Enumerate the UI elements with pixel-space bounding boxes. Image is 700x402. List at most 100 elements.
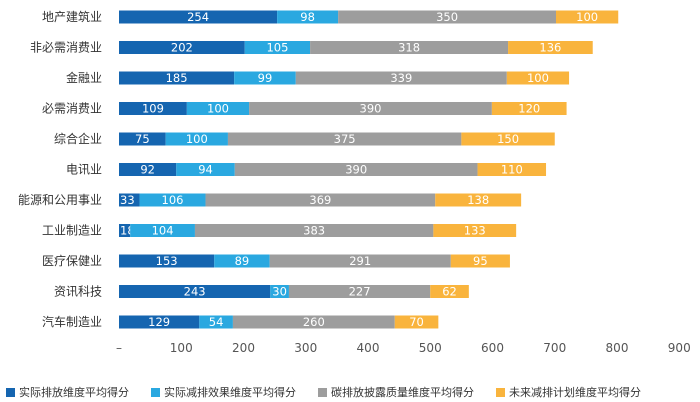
legend-swatch xyxy=(151,387,160,397)
bar-segment xyxy=(249,102,492,115)
x-tick-label: 500 xyxy=(419,341,442,355)
bar-segment xyxy=(234,71,296,85)
category-label: 汽车制造业 xyxy=(42,314,102,329)
bar-segment xyxy=(433,224,517,237)
data-label: 260 xyxy=(303,315,325,329)
category-label: 金融业 xyxy=(66,70,102,85)
bar-segment xyxy=(288,285,431,298)
data-label: 350 xyxy=(436,10,458,24)
data-label: 185 xyxy=(166,71,188,85)
data-label: 243 xyxy=(184,285,206,299)
data-label: 104 xyxy=(152,224,174,238)
x-tick-label: – xyxy=(116,341,122,355)
data-label: 100 xyxy=(527,71,549,85)
category-label: 能源和公用事业 xyxy=(18,193,102,207)
data-label: 95 xyxy=(473,254,488,268)
category-label: 地产建筑业 xyxy=(42,9,102,24)
data-label: 291 xyxy=(349,254,371,268)
category-label: 非必需消费业 xyxy=(30,41,102,55)
data-label: 138 xyxy=(467,193,489,207)
data-label: 75 xyxy=(135,132,150,146)
bar-segment xyxy=(491,102,567,115)
data-label: 254 xyxy=(187,10,209,24)
bar-segment xyxy=(508,41,593,54)
data-label: 390 xyxy=(360,102,382,116)
bar-segment xyxy=(186,102,250,115)
legend-label: 未来减排计划维度平均得分 xyxy=(509,386,641,399)
data-label: 133 xyxy=(464,224,486,238)
legend-item-actual-emission: 实际排放维度平均得分 xyxy=(6,384,129,400)
category-label: 工业制造业 xyxy=(42,224,102,238)
data-label: 106 xyxy=(162,193,184,207)
x-axis-ticks: – 100 200 300 400 500 600 700 800 900 xyxy=(116,341,691,355)
x-tick-label: 800 xyxy=(606,341,629,355)
data-label: 110 xyxy=(501,163,523,177)
bar-segment xyxy=(477,163,547,176)
bar-segment xyxy=(165,132,228,146)
bar-segment xyxy=(119,224,131,237)
stacked-bar-chart: 地产建筑业非必需消费业金融业必需消费业综合企业电讯业能源和公用事业工业制造业医疗… xyxy=(18,9,691,355)
category-label: 医疗保健业 xyxy=(42,254,102,268)
bar-segment xyxy=(277,10,339,24)
bar-segment xyxy=(394,315,439,329)
bar-segment xyxy=(194,224,434,237)
legend-item-reduction-effect: 实际减排效果维度平均得分 xyxy=(151,384,296,400)
legend-item-future-plan: 未来减排计划维度平均得分 xyxy=(496,384,641,400)
data-label: 109 xyxy=(142,102,164,116)
bar-segment xyxy=(310,41,509,54)
data-label: 99 xyxy=(258,71,273,85)
data-label: 136 xyxy=(539,41,561,55)
legend-item-disclosure-quality: 碳排放披露质量维度平均得分 xyxy=(318,384,474,400)
legend-label: 实际减排效果维度平均得分 xyxy=(164,386,296,399)
bar-segment xyxy=(119,193,140,207)
bar-segment xyxy=(119,254,215,268)
bar-segment xyxy=(338,10,556,24)
data-label: 54 xyxy=(209,315,224,329)
category-label: 必需消费业 xyxy=(42,102,102,116)
x-tick-label: 900 xyxy=(668,341,691,355)
data-label: 129 xyxy=(148,315,170,329)
bar-segment xyxy=(119,10,278,24)
bar-segment xyxy=(130,224,195,237)
bar-segment xyxy=(234,163,478,176)
bar-segment xyxy=(232,315,395,329)
data-label: 390 xyxy=(345,163,367,177)
data-label: 100 xyxy=(576,10,598,24)
x-tick-label: 300 xyxy=(294,341,317,355)
bar-segment xyxy=(506,71,570,85)
bar-segment xyxy=(270,285,289,298)
x-tick-label: 400 xyxy=(357,341,380,355)
bar-segment xyxy=(244,41,311,54)
bar-segment xyxy=(119,132,166,146)
x-tick-label: 200 xyxy=(232,341,255,355)
bar-segment xyxy=(450,254,510,268)
data-label: 318 xyxy=(398,41,420,55)
data-label: 100 xyxy=(207,102,229,116)
legend-swatch xyxy=(6,387,15,397)
data-label: 153 xyxy=(156,254,178,268)
data-label: 100 xyxy=(186,132,208,146)
bar-segment xyxy=(176,163,235,176)
bar-segment xyxy=(119,285,271,298)
bar-segment xyxy=(119,163,177,176)
legend-label: 实际排放维度平均得分 xyxy=(19,386,129,399)
bar-segment xyxy=(119,71,235,85)
bar-segment xyxy=(435,193,522,207)
bar-segment xyxy=(199,315,233,329)
data-label: 98 xyxy=(300,10,315,24)
category-label: 资讯科技 xyxy=(54,285,102,299)
data-label: 202 xyxy=(171,41,193,55)
data-label: 369 xyxy=(309,193,331,207)
bar-segment xyxy=(269,254,451,268)
bar-segment xyxy=(139,193,206,207)
bar-segment xyxy=(461,132,555,146)
bar-segment xyxy=(295,71,507,85)
data-label: 92 xyxy=(140,163,155,177)
legend-swatch xyxy=(496,387,505,397)
bar-segment xyxy=(214,254,270,268)
x-tick-label: 100 xyxy=(170,341,193,355)
data-label: 89 xyxy=(235,254,250,268)
bar-segment xyxy=(227,132,462,146)
category-label: 综合企业 xyxy=(54,131,102,146)
category-label: 电讯业 xyxy=(66,163,102,177)
